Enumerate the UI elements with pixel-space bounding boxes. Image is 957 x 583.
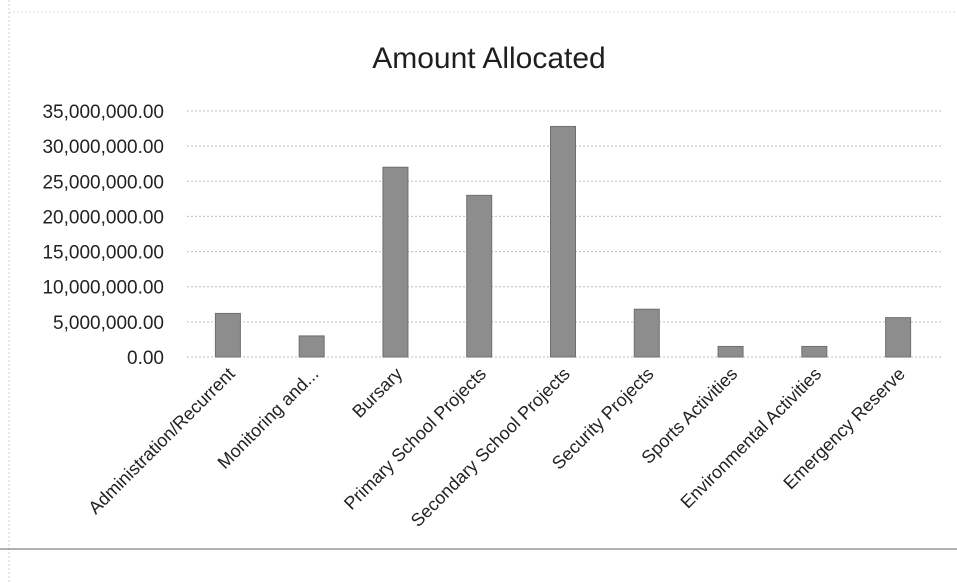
y-tick-label: 15,000,000.00 bbox=[42, 243, 164, 264]
y-tick-label: 35,000,000.00 bbox=[42, 102, 164, 123]
bar bbox=[382, 166, 409, 358]
bar bbox=[717, 345, 744, 358]
y-tick-label: 5,000,000.00 bbox=[53, 313, 164, 334]
bar bbox=[214, 312, 241, 358]
y-tick-label: 20,000,000.00 bbox=[42, 207, 164, 228]
bar bbox=[633, 308, 660, 358]
y-tick-label: 10,000,000.00 bbox=[42, 278, 164, 299]
bar bbox=[885, 317, 912, 358]
bars bbox=[214, 125, 912, 358]
bar bbox=[550, 125, 576, 358]
y-tick-label: 25,000,000.00 bbox=[42, 172, 164, 193]
y-axis-tick-labels: 0.00 5,000,000.00 10,000,000.00 15,000,000.… bbox=[42, 102, 164, 369]
bar bbox=[298, 335, 325, 358]
y-tick-label: 30,000,000.00 bbox=[42, 137, 164, 158]
chart-title: Amount Allocated bbox=[372, 42, 605, 75]
bar bbox=[801, 345, 828, 358]
bar bbox=[466, 194, 493, 358]
y-tick-label: 0.00 bbox=[127, 348, 164, 369]
